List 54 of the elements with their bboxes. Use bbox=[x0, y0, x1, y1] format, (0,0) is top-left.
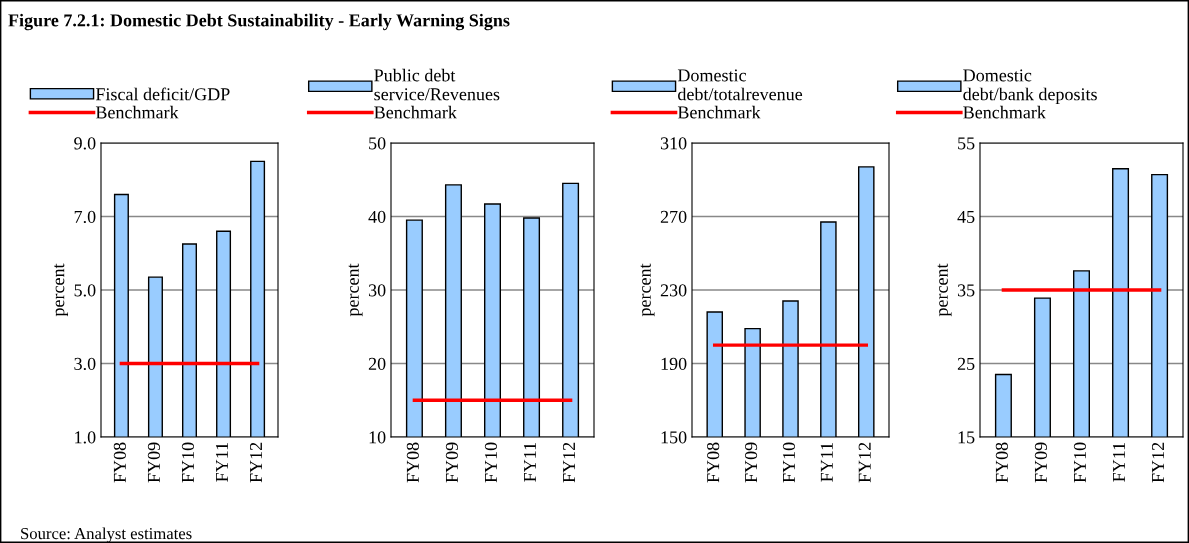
y-tick-label: 10 bbox=[369, 431, 386, 444]
y-tick-label: 9.0 bbox=[74, 137, 96, 150]
source-note: Source: Analyst estimates bbox=[21, 527, 192, 543]
y-tick-label: 5.0 bbox=[74, 284, 96, 297]
y-tick-label: 30 bbox=[368, 284, 386, 297]
legend-label: Benchmark bbox=[95, 105, 179, 119]
y-tick-label: 7.0 bbox=[74, 210, 96, 224]
x-tick-label: FY10 bbox=[1073, 442, 1087, 483]
y-tick-label: 190 bbox=[661, 357, 687, 370]
y-axis-title: percent bbox=[640, 263, 655, 317]
y-tick-label: 1.0 bbox=[75, 431, 96, 444]
y-axis-title: percent bbox=[54, 263, 69, 317]
x-tick-label: FY12 bbox=[562, 442, 575, 483]
x-tick-label: FY10 bbox=[484, 442, 498, 483]
y-tick-label: 50 bbox=[369, 137, 386, 150]
y-axis-title: percent bbox=[348, 263, 363, 317]
y-tick-label: 310 bbox=[660, 137, 687, 150]
legend-label: Public debt service/Revenues bbox=[374, 68, 500, 101]
x-tick-label: FY08 bbox=[406, 442, 419, 483]
y-tick-label: 45 bbox=[957, 210, 975, 223]
y-tick-label: 40 bbox=[368, 210, 386, 223]
x-tick-label: FY09 bbox=[147, 442, 160, 483]
y-tick-label: 230 bbox=[660, 284, 687, 297]
x-tick-label: FY08 bbox=[707, 442, 720, 483]
y-tick-label: 55 bbox=[958, 137, 975, 150]
x-tick-label: FY11 bbox=[523, 442, 536, 482]
y-tick-label: 35 bbox=[957, 284, 975, 297]
x-tick-label: FY09 bbox=[744, 442, 758, 483]
x-tick-label: FY12 bbox=[249, 442, 262, 483]
x-tick-label: FY09 bbox=[1034, 442, 1047, 483]
legend-label: Fiscal deficit/GDP bbox=[95, 87, 230, 101]
legend-label: Benchmark bbox=[374, 105, 457, 119]
x-tick-label: FY11 bbox=[1112, 442, 1125, 482]
chart-title: Figure 7.2.1: Domestic Debt Sustainability - Early Warning Signs bbox=[8, 13, 510, 31]
x-tick-label: FY08 bbox=[995, 442, 1008, 483]
y-tick-label: 3.0 bbox=[74, 357, 96, 371]
x-tick-label: FY12 bbox=[858, 442, 871, 483]
x-tick-label: FY10 bbox=[782, 442, 796, 483]
y-tick-label: 150 bbox=[661, 431, 687, 444]
legend-label: Domestic debt/totalrevenue bbox=[677, 69, 803, 101]
x-tick-label: FY11 bbox=[820, 442, 833, 482]
y-axis-title: percent bbox=[937, 263, 952, 317]
y-tick-label: 270 bbox=[660, 210, 687, 223]
x-tick-label: FY11 bbox=[215, 442, 228, 482]
legend-label: Benchmark bbox=[963, 105, 1046, 119]
x-tick-label: FY10 bbox=[181, 442, 195, 483]
legend-label: Benchmark bbox=[677, 105, 761, 119]
y-tick-label: 15 bbox=[958, 431, 975, 444]
y-tick-label: 20 bbox=[368, 357, 386, 370]
x-tick-label: FY09 bbox=[445, 442, 458, 483]
x-tick-label: FY12 bbox=[1151, 442, 1164, 483]
legend-label: Domestic debt/bank deposits bbox=[963, 69, 1097, 105]
y-tick-label: 25 bbox=[957, 357, 975, 370]
x-tick-label: FY08 bbox=[113, 442, 126, 483]
